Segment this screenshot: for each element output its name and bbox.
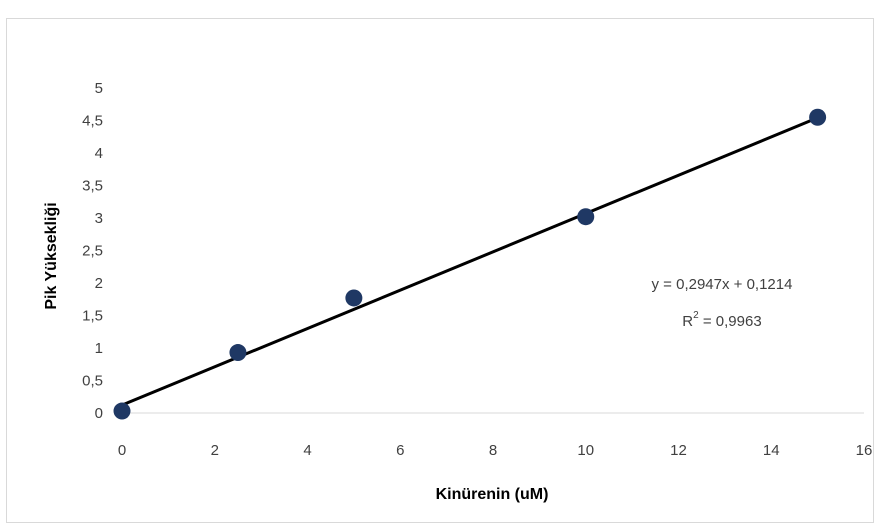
- y-tick-label: 2: [95, 275, 103, 292]
- x-tick-label: 14: [763, 442, 780, 459]
- y-tick-label: 4,5: [82, 113, 103, 130]
- y-tick-label: 2,5: [82, 243, 103, 260]
- y-tick-label: 0: [95, 405, 103, 422]
- trend-equation: y = 0,2947x + 0,1214: [652, 276, 793, 293]
- data-point: [809, 108, 827, 126]
- x-tick-labels: 0 2 4 6 8 10 12 14 16: [118, 442, 873, 459]
- y-tick-labels: 0 0,5 1 1,5 2 2,5 3 3,5 4 4,5 5: [82, 80, 103, 422]
- x-tick-label: 8: [489, 442, 497, 459]
- x-tick-label: 10: [577, 442, 594, 459]
- y-tick-label: 5: [95, 80, 103, 97]
- r-squared-superscript: 2: [693, 310, 699, 321]
- x-tick-label: 6: [396, 442, 404, 459]
- y-tick-label: 1: [95, 340, 103, 357]
- x-tick-label: 2: [211, 442, 219, 459]
- y-tick-label: 4: [95, 145, 103, 162]
- y-tick-label: 3: [95, 210, 103, 227]
- y-tick-label: 1,5: [82, 308, 103, 325]
- x-axis-title: Kinürenin (uM): [436, 486, 549, 503]
- data-point: [229, 344, 247, 362]
- r-squared-value: = 0,9963: [699, 313, 762, 330]
- x-tick-label: 4: [303, 442, 311, 459]
- chart-frame: [6, 18, 874, 523]
- y-tick-label: 3,5: [82, 178, 103, 195]
- y-tick-label: 0,5: [82, 373, 103, 390]
- x-tick-label: 16: [856, 442, 873, 459]
- trendline: [121, 116, 819, 407]
- y-axis-title: Pik Yüksekliği: [43, 202, 60, 309]
- x-tick-label: 12: [670, 442, 687, 459]
- data-points: [113, 108, 827, 420]
- data-point: [345, 289, 363, 307]
- data-point: [113, 402, 131, 420]
- x-tick-label: 0: [118, 442, 126, 459]
- data-point: [577, 208, 595, 226]
- r-squared-symbol: R: [682, 313, 693, 330]
- r-squared: R2 = 0,9963: [682, 310, 761, 330]
